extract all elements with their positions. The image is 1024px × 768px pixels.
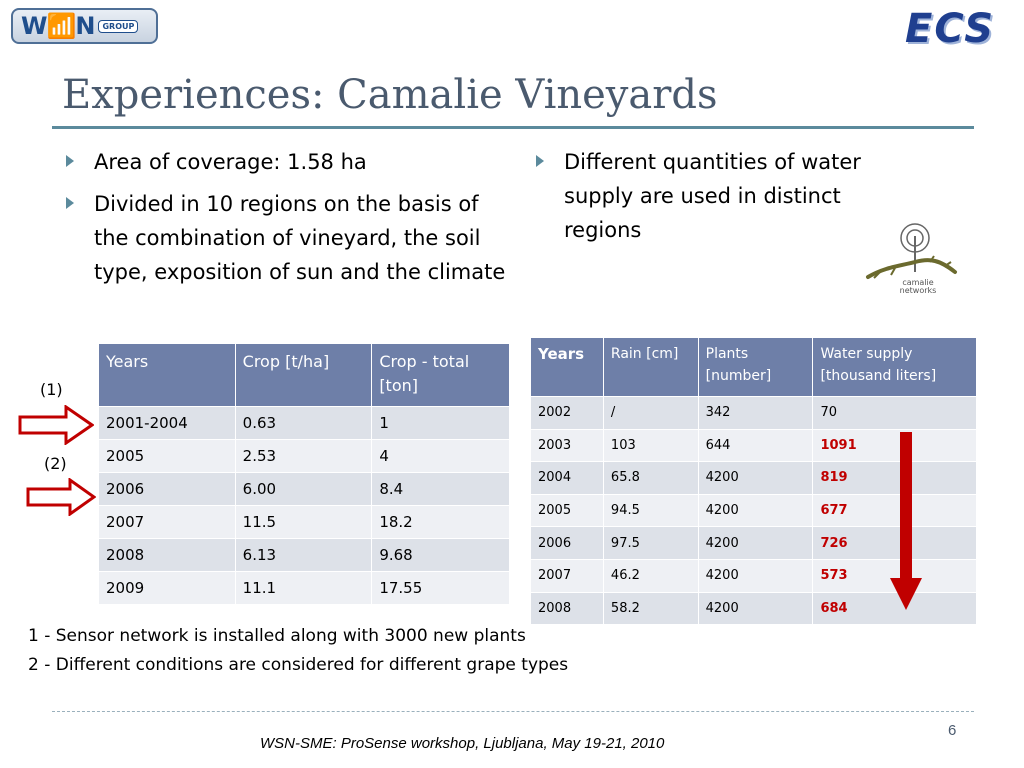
table-cell: 4200 [697, 558, 814, 593]
table-cell: 103 [602, 428, 699, 463]
ecs-logo: ECS [905, 6, 996, 52]
right-arrow-icon [26, 478, 96, 516]
table-row: 2005 2.53 4 [98, 439, 510, 473]
table-cell: 2005 [98, 439, 236, 473]
table-cell: 18.2 [371, 505, 510, 539]
table-cell: 4200 [697, 526, 814, 560]
footnote: 1 - Sensor network is installed along wi… [28, 626, 526, 646]
bullet-arrow-icon [66, 197, 74, 209]
footer-divider [52, 711, 974, 712]
bullet-item: Area of coverage: 1.58 ha [64, 145, 514, 179]
table-cell: 11.5 [234, 505, 373, 539]
table-cell: 2008 [98, 538, 236, 572]
table-header-row: Years Rain [cm] Plants [number] Water su… [530, 337, 977, 397]
table-cell: 4200 [697, 493, 814, 528]
slide-title: Experiences: Camalie Vineyards [62, 72, 718, 118]
table-cell: 2006 [530, 526, 604, 560]
right-arrow-icon [18, 405, 94, 445]
table-cell: 8.4 [371, 472, 510, 506]
table-cell: 11.1 [234, 571, 373, 605]
table-row: 2008 58.2 4200 684 [530, 591, 977, 626]
camalie-logo-label: camalie networks [899, 278, 937, 295]
column-header: Crop - total [ton] [371, 343, 510, 407]
table-row: 2009 11.1 17.55 [98, 571, 510, 605]
table-cell: 0.63 [234, 406, 373, 440]
column-header: Years [98, 343, 236, 407]
table-row: 2006 6.00 8.4 [98, 472, 510, 506]
table-cell: 2007 [530, 558, 604, 593]
table-cell: 17.55 [371, 571, 510, 605]
table-cell: 46.2 [602, 558, 699, 593]
table-cell: 6.00 [234, 472, 373, 506]
bullet-arrow-icon [536, 155, 544, 167]
table-cell: 2008 [530, 591, 604, 626]
table-cell: 2004 [530, 461, 604, 495]
right-bullet-list: Different quantities of water supply are… [534, 145, 914, 255]
table-cell: 644 [697, 428, 814, 463]
table-cell: 4 [371, 439, 510, 473]
table-cell: 2001-2004 [98, 406, 236, 440]
marker-label-1: (1) [40, 380, 63, 399]
table-cell: 4200 [697, 591, 814, 626]
table-cell: 94.5 [602, 493, 699, 528]
table-row: 2004 65.8 4200 819 [530, 461, 977, 495]
page-number: 6 [948, 722, 957, 739]
table-row: 2007 11.5 18.2 [98, 505, 510, 539]
table-cell-highlight: 726 [812, 526, 977, 560]
table-cell: 1 [371, 406, 510, 440]
table-row: 2003 103 644 1091 [530, 428, 977, 463]
footnotes: 1 - Sensor network is installed along wi… [28, 622, 618, 680]
crop-table: Years Crop [t/ha] Crop - total [ton] 200… [98, 343, 510, 605]
table-cell: 97.5 [602, 526, 699, 560]
table-cell: 2005 [530, 493, 604, 528]
title-divider [52, 126, 974, 129]
table-cell: 4200 [697, 461, 814, 495]
table-cell: 65.8 [602, 461, 699, 495]
bullet-item: Different quantities of water supply are… [534, 145, 914, 247]
table-cell: 2006 [98, 472, 236, 506]
table-cell: 9.68 [371, 538, 510, 572]
bullet-item: Divided in 10 regions on the basis of th… [64, 187, 514, 289]
table-cell: 2009 [98, 571, 236, 605]
table-row: 2002/342 70 [530, 396, 977, 430]
lizard-antenna-icon [866, 223, 957, 279]
table-header-row: Years Crop [t/ha] Crop - total [ton] [98, 343, 510, 407]
camalie-networks-logo: camalie networks [860, 222, 970, 300]
column-header: Years [530, 337, 604, 397]
down-arrow-icon [890, 432, 922, 610]
table-cell: 6.13 [234, 538, 373, 572]
footer-text: WSN-SME: ProSense workshop, Ljubljana, M… [260, 735, 665, 752]
table-cell: / [602, 396, 699, 430]
column-header: Rain [cm] [602, 337, 699, 397]
column-header: Water supply [thousand liters] [812, 337, 977, 397]
table-row: 2008 6.13 9.68 [98, 538, 510, 572]
column-header: Crop [t/ha] [234, 343, 373, 407]
left-bullet-list: Area of coverage: 1.58 ha Divided in 10 … [64, 145, 514, 297]
table-cell: 342 [697, 396, 814, 430]
marker-label-2: (2) [44, 454, 67, 473]
bullet-arrow-icon [66, 155, 74, 167]
table-cell: 2003 [530, 428, 604, 463]
table-row: 2001-2004 0.63 1 [98, 406, 510, 440]
table-cell: 2.53 [234, 439, 373, 473]
table-cell-highlight: 1091 [812, 428, 977, 463]
footnote: 2 - Different conditions are considered … [28, 655, 569, 675]
antenna-icon: 📶 [46, 12, 76, 40]
column-header: Plants [number] [697, 337, 814, 397]
table-cell: 70 [812, 396, 977, 430]
table-cell: 58.2 [602, 591, 699, 626]
table-cell-highlight: 684 [812, 591, 977, 626]
wsn-group-label: GROUP [98, 19, 139, 33]
wsn-group-logo: W📶N GROUP [11, 8, 158, 44]
table-cell: 2007 [98, 505, 236, 539]
table-cell-highlight: 819 [812, 461, 977, 495]
table-cell: 2002 [530, 396, 604, 430]
wsn-logo-text: W📶N [21, 12, 95, 40]
